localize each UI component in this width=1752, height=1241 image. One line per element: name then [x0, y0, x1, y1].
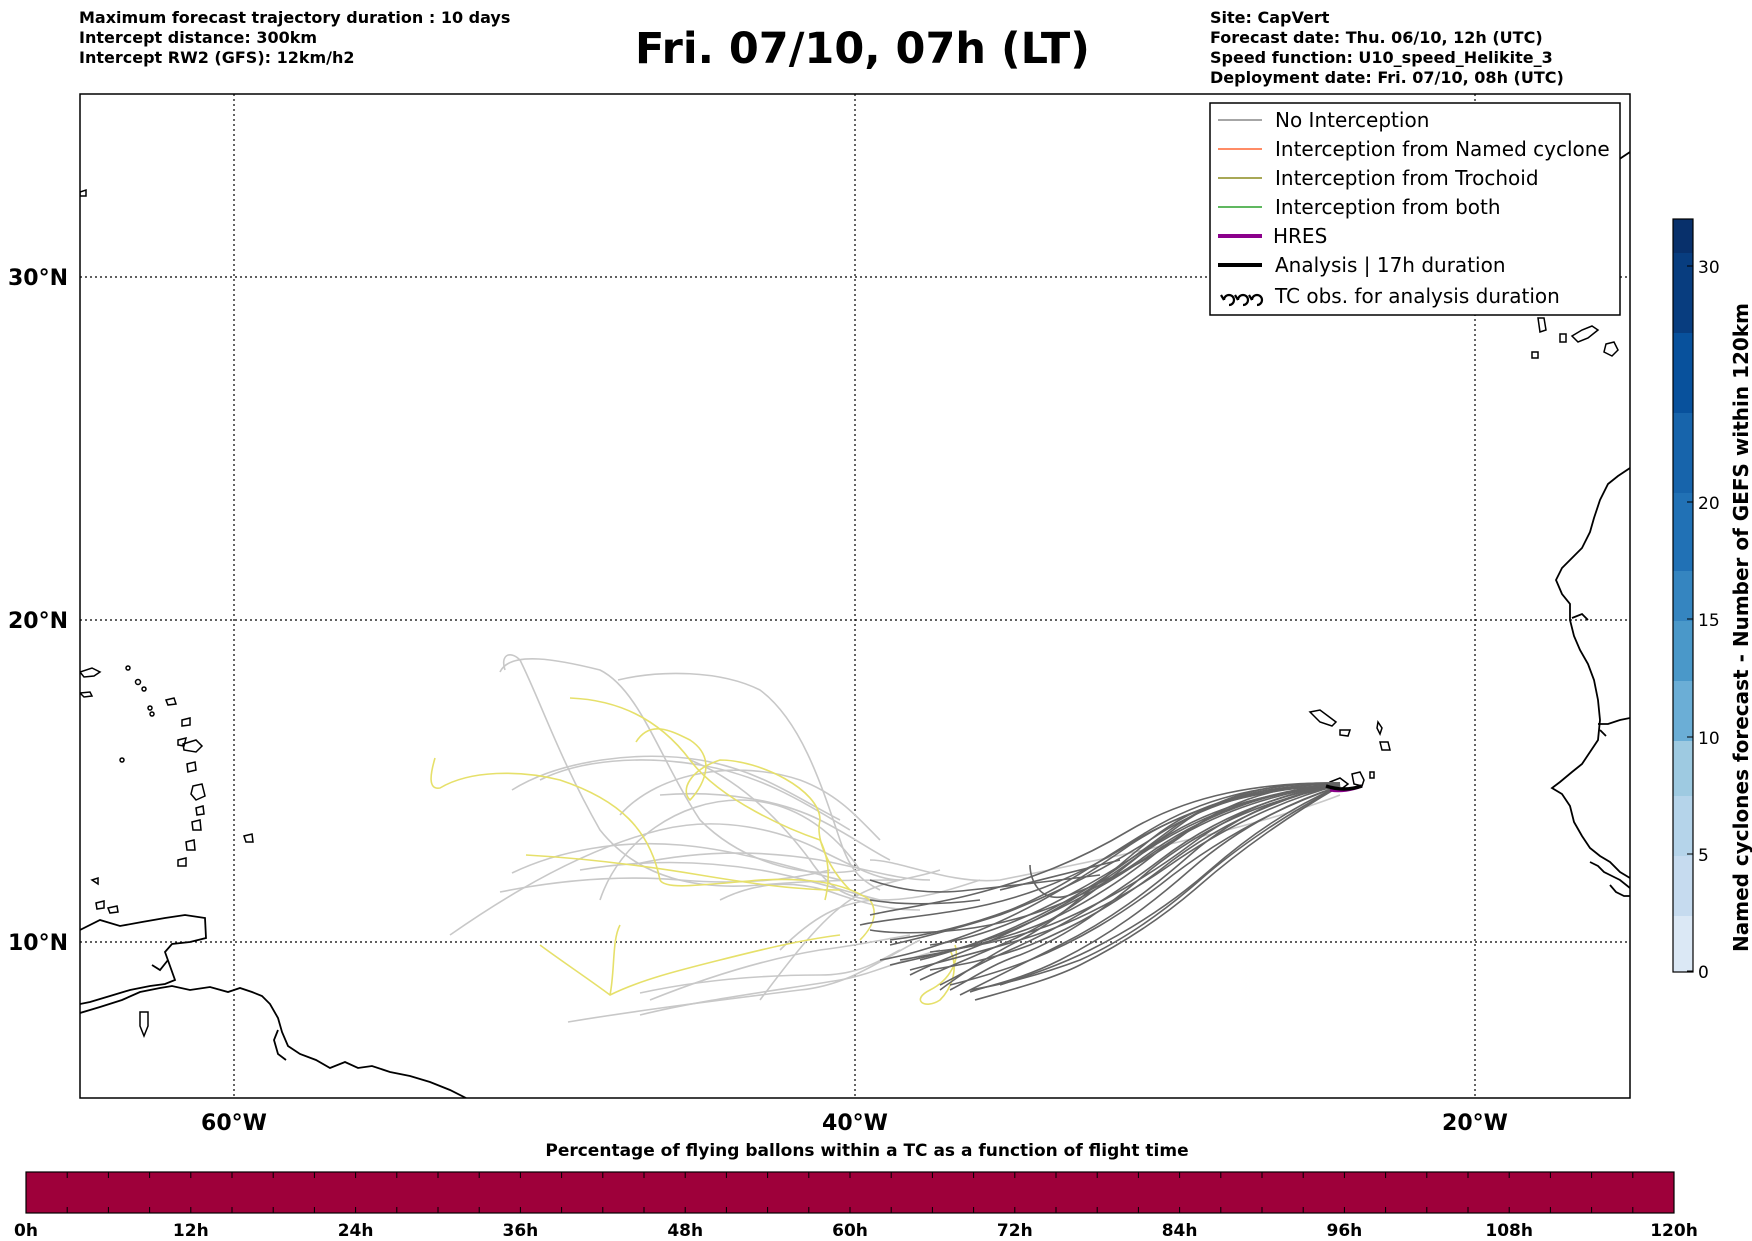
- bottom-tick-48h: 48h: [667, 1221, 703, 1241]
- legend-label-tc-obs: TC obs. for analysis duration: [1274, 284, 1560, 308]
- lat-label-20n: 20°N: [8, 609, 68, 634]
- page-title: Fri. 07/10, 07h (LT): [635, 24, 1090, 74]
- right-colorbar-frame: [1672, 218, 1694, 973]
- legend-label-no-interception: No Interception: [1275, 108, 1429, 132]
- speed-function: Speed function: U10_speed_Helikite_3: [1210, 48, 1553, 67]
- bottom-colorbar-bar: [25, 1171, 1675, 1214]
- coastline-south-america: [80, 914, 467, 1098]
- param-intercept-rw2: Intercept RW2 (GFS): 12km/h2: [79, 48, 355, 67]
- islands-canary: [80, 188, 1619, 359]
- analysis-track: [1325, 784, 1363, 791]
- trajectories-dark: [859, 782, 1341, 1001]
- param-intercept-distance: Intercept distance: 300km: [79, 28, 318, 47]
- right-colorbar-tick-0: 0: [1698, 963, 1709, 983]
- forecast-parameters: Maximum forecast trajectory duration : 1…: [79, 8, 510, 68]
- bottom-tick-120h: 120h: [1650, 1221, 1698, 1241]
- right-colorbar-title: Named cyclones forecast - Number of GEFS…: [1729, 303, 1752, 952]
- lat-label-10n: 10°N: [8, 931, 68, 956]
- right-colorbar-tick-30: 30: [1698, 258, 1720, 278]
- bottom-tick-108h: 108h: [1485, 1221, 1533, 1241]
- bottom-tick-96h: 96h: [1327, 1221, 1363, 1241]
- legend-label-trochoid: Interception from Trochoid: [1275, 166, 1539, 190]
- bottom-tick-0h: 0h: [14, 1221, 38, 1241]
- right-colorbar-tick-5: 5: [1698, 846, 1709, 866]
- bottom-tick-36h: 36h: [503, 1221, 539, 1241]
- site-info: Site: CapVert Forecast date: Thu. 06/10,…: [1210, 8, 1564, 88]
- legend-label-hres: HRES: [1273, 224, 1327, 248]
- right-colorbar-tick-20: 20: [1698, 494, 1720, 514]
- deployment-date: Deployment date: Fri. 07/10, 08h (UTC): [1210, 68, 1564, 87]
- lat-label-30n: 30°N: [8, 266, 68, 291]
- right-colorbar-tick-10: 10: [1698, 729, 1720, 749]
- lon-label-20w: 20°W: [1442, 1111, 1508, 1136]
- param-duration: Maximum forecast trajectory duration : 1…: [79, 8, 511, 27]
- bottom-tick-12h: 12h: [173, 1221, 209, 1241]
- bottom-tick-72h: 72h: [997, 1221, 1033, 1241]
- legend-label-analysis: Analysis | 17h duration: [1275, 253, 1506, 277]
- islands-lesser-antilles: [80, 665, 254, 1039]
- tc-symbol-icon: [1220, 293, 1264, 307]
- bottom-tick-84h: 84h: [1162, 1221, 1198, 1241]
- legend-label-named-cyclone: Interception from Named cyclone: [1275, 137, 1610, 161]
- legend-label-both: Interception from both: [1275, 195, 1501, 219]
- right-colorbar: 0 5 10 15 20 30 Named cyclones forecast …: [1672, 218, 1752, 983]
- lon-label-60w: 60°W: [201, 1111, 267, 1136]
- trajectories-light: [449, 654, 1341, 1023]
- bottom-tick-24h: 24h: [338, 1221, 374, 1241]
- bottom-colorbar-title: Percentage of flying ballons within a TC…: [545, 1141, 1188, 1161]
- trajectories-yellow: [430, 697, 957, 1005]
- legend: No Interception Interception from Named …: [1209, 102, 1621, 316]
- forecast-date: Forecast date: Thu. 06/10, 12h (UTC): [1210, 28, 1543, 47]
- right-colorbar-tick-15: 15: [1698, 611, 1720, 631]
- lon-label-40w: 40°W: [822, 1111, 888, 1136]
- site-name: Site: CapVert: [1210, 8, 1330, 27]
- legend-box: [1209, 102, 1621, 316]
- bottom-colorbar: Percentage of flying ballons within a TC…: [14, 1141, 1698, 1241]
- bottom-tick-60h: 60h: [832, 1221, 868, 1241]
